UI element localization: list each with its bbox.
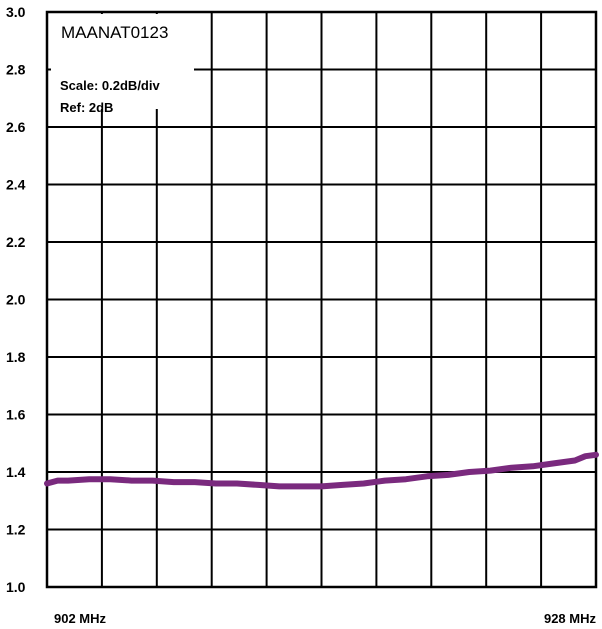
chart-grid bbox=[47, 12, 596, 587]
y-tick-label: 2.4 bbox=[6, 177, 26, 193]
y-tick-label: 1.8 bbox=[6, 349, 26, 365]
annotation-box bbox=[51, 14, 194, 109]
series-line bbox=[44, 451, 599, 490]
y-tick-label: 1.0 bbox=[6, 579, 26, 595]
y-tick-label: 2.0 bbox=[6, 292, 26, 308]
chart-title: MAANAT0123 bbox=[61, 23, 168, 42]
y-tick-label: 2.6 bbox=[6, 119, 26, 135]
y-tick-label: 3.0 bbox=[6, 4, 26, 20]
series-group bbox=[44, 451, 599, 490]
y-tick-label: 2.2 bbox=[6, 234, 26, 250]
ref-annotation: Ref: 2dB bbox=[60, 100, 113, 115]
y-tick-label: 1.2 bbox=[6, 522, 26, 538]
scale-annotation: Scale: 0.2dB/div bbox=[60, 78, 160, 93]
y-tick-label: 1.4 bbox=[6, 464, 26, 480]
x-tick-label-end: 928 MHz bbox=[544, 611, 597, 626]
plot-frame bbox=[45, 10, 598, 589]
x-tick-label-start: 902 MHz bbox=[54, 611, 107, 626]
y-tick-label: 2.8 bbox=[6, 62, 26, 78]
y-tick-label: 1.6 bbox=[6, 407, 26, 423]
y-tick-labels: 1.0 1.2 1.4 1.6 1.8 2.0 2.2 2.4 2.6 2.8 3.0 bbox=[6, 4, 26, 595]
